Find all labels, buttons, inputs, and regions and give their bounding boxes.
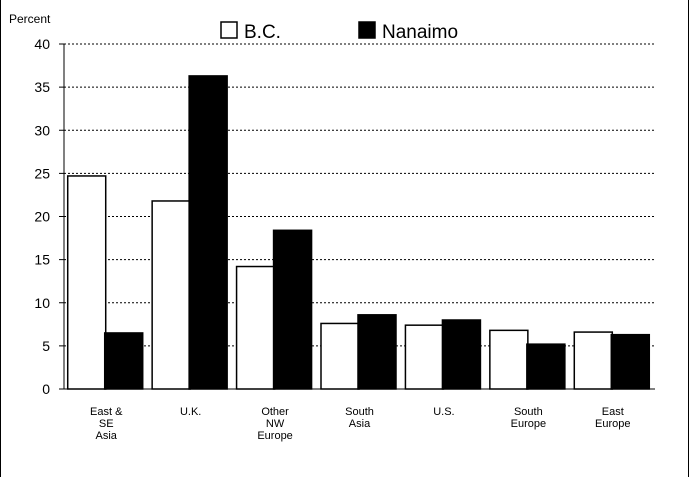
bar-bc — [152, 201, 190, 389]
bar-bc — [68, 176, 106, 389]
x-tick-label: Europe — [257, 430, 292, 442]
x-tick-label: East — [602, 406, 624, 418]
bar-bc — [237, 267, 275, 389]
y-tick-label: 35 — [34, 79, 50, 95]
bar-nanaimo — [358, 315, 396, 389]
y-tick-label: 25 — [34, 165, 50, 181]
y-tick-labels: 0 5 10 15 20 25 30 35 40 — [34, 36, 50, 397]
x-tick-label: NW — [266, 418, 285, 430]
y-tick-label: 15 — [34, 252, 50, 268]
x-tick-label: Europe — [511, 418, 546, 430]
bar-bc — [574, 332, 612, 389]
x-tick-label: South — [514, 406, 543, 418]
x-tick-label: Other — [261, 406, 289, 418]
legend-swatch — [359, 22, 375, 38]
bar-bc — [321, 323, 359, 389]
bar-bc — [490, 330, 528, 389]
bar-nanaimo — [105, 333, 143, 389]
y-tick-label: 40 — [34, 36, 50, 52]
legend-swatch — [221, 22, 237, 38]
bar-nanaimo — [527, 344, 565, 389]
bar-nanaimo — [442, 320, 480, 389]
x-tick-label: Europe — [595, 418, 630, 430]
x-tick-label: South — [345, 406, 374, 418]
y-tick-label: 0 — [42, 381, 50, 397]
x-tick-label: U.K. — [180, 406, 201, 418]
y-tick-label: 20 — [34, 209, 50, 225]
bar-bc — [405, 325, 443, 389]
y-tick-label: 30 — [34, 122, 50, 138]
bar-nanaimo — [189, 76, 227, 389]
x-tick-label: U.S. — [433, 406, 454, 418]
y-tick-label: 10 — [34, 295, 50, 311]
bars — [68, 76, 650, 389]
legend: B.C. Nanaimo — [221, 22, 458, 43]
legend-label: Nanaimo — [382, 22, 458, 43]
x-tick-label: Asia — [349, 418, 371, 430]
y-axis-label: Percent — [9, 12, 51, 26]
x-tick-label: Asia — [96, 430, 118, 442]
legend-label: B.C. — [244, 22, 281, 43]
x-tick-label: East & — [90, 406, 123, 418]
x-tick-label: SE — [99, 418, 114, 430]
y-tick-label: 5 — [42, 338, 50, 354]
bar-nanaimo — [611, 335, 649, 389]
bar-nanaimo — [274, 230, 312, 389]
